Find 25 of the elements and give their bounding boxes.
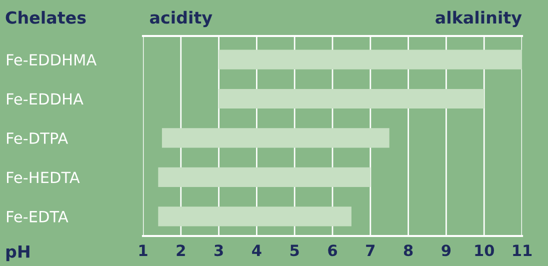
bar (162, 128, 390, 148)
x-tick-label: 1 (139, 244, 148, 256)
x-tick-label: 7 (366, 244, 374, 256)
bar (158, 167, 370, 187)
x-tick-label: 11 (513, 244, 532, 256)
bar (158, 206, 352, 226)
x-tick-label: 4 (252, 244, 262, 256)
y-tick-label: Fe-EDTA (7, 211, 68, 222)
x-tick-label: 5 (290, 244, 299, 256)
y-tick-label: Fe-HEDTA (7, 172, 80, 184)
text: acidity (150, 10, 212, 28)
x-tick-label: 9 (442, 244, 451, 256)
y-tick-label: Fe-EDDHMA (7, 54, 97, 66)
bar (218, 50, 522, 70)
x-tick-label: 6 (328, 244, 337, 256)
x-tick-label: 3 (214, 244, 223, 256)
y-tick-label: Fe-DTPA (7, 132, 68, 144)
x-axis-title: pH (6, 245, 30, 262)
x-tick-label: 8 (404, 244, 413, 256)
y-tick-label: Fe-EDDHA (7, 93, 84, 105)
x-tick-label: 10 (475, 244, 494, 256)
text: alkalinity (436, 10, 522, 28)
x-tick-label: 2 (176, 244, 185, 256)
y-axis-title: Chelates (6, 10, 86, 24)
bar (218, 88, 484, 109)
